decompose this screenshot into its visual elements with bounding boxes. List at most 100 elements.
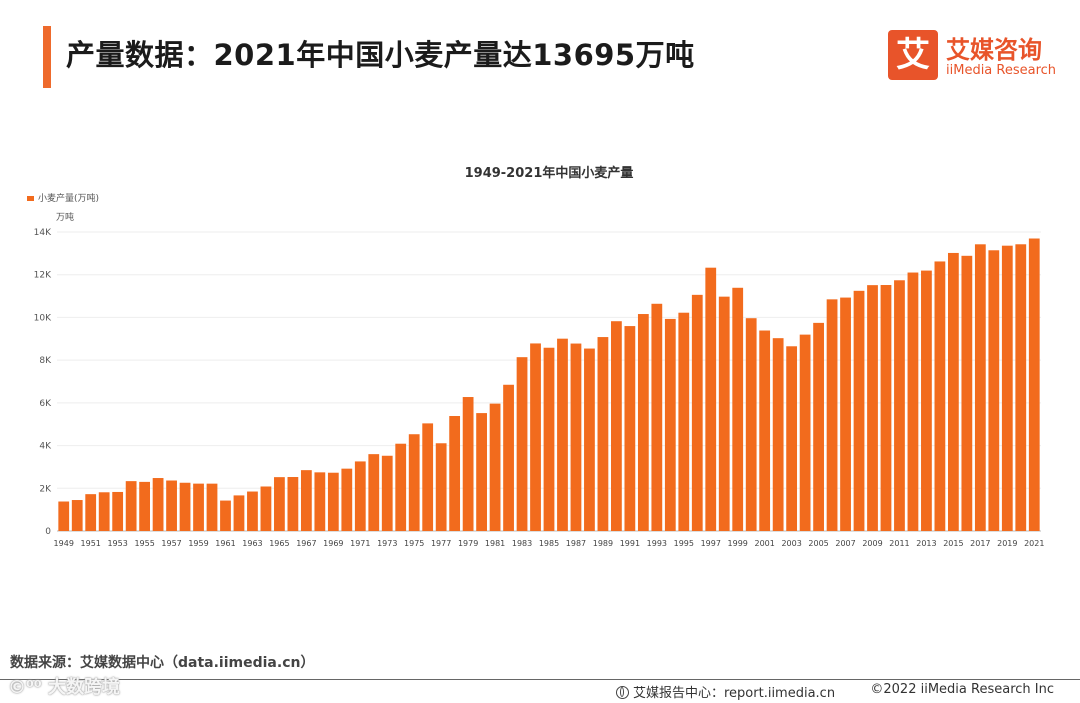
x-tick-label: 1993: [647, 539, 667, 548]
bar-1977: [435, 443, 447, 531]
bar-series: [58, 238, 1040, 532]
bar-2011: [894, 280, 905, 531]
bar-1973: [381, 455, 393, 531]
y-tick-label: 8K: [39, 356, 52, 366]
bar-1966: [287, 477, 299, 531]
bar-1954: [125, 481, 137, 531]
bar-1971: [354, 461, 366, 531]
bar-2013: [921, 270, 932, 531]
y-tick-label: 6K: [39, 399, 52, 409]
logo-mark-icon: 艾: [888, 30, 938, 80]
x-tick-label: 1995: [674, 539, 694, 548]
bar-2021: [1028, 238, 1040, 531]
bar-2018: [988, 250, 1000, 531]
bar-1965: [274, 477, 285, 531]
bar-1993: [651, 303, 663, 531]
x-tick-label: 1961: [215, 539, 235, 548]
x-tick-label: 1985: [539, 539, 559, 548]
report-center-text: 艾媒报告中心：report.iimedia.cn: [633, 686, 836, 701]
x-tick-label: 2001: [754, 539, 774, 548]
x-tick-label: 1955: [134, 539, 154, 548]
bar-2017: [974, 244, 986, 532]
bar-2015: [947, 252, 959, 531]
globe-icon: [616, 686, 629, 699]
x-tick-label: 1971: [350, 539, 370, 548]
bar-1990: [611, 321, 622, 531]
x-tick-label: 1951: [81, 539, 101, 548]
x-tick-label: 1967: [296, 539, 316, 548]
bar-1975: [408, 434, 420, 531]
x-tick-label: 2013: [916, 539, 936, 548]
x-tick-label: 2015: [943, 539, 963, 548]
y-tick-label: 4K: [39, 442, 52, 452]
bar-1986: [557, 338, 568, 531]
bar-1985: [543, 347, 555, 531]
bar-1988: [584, 348, 595, 531]
bar-2004: [799, 334, 811, 531]
x-tick-label: 1959: [188, 539, 208, 548]
x-tick-label: 1989: [593, 539, 613, 548]
x-tick-label: 1977: [431, 539, 451, 548]
bar-2014: [934, 261, 946, 531]
copyright: ©2022 iiMedia Research Inc: [870, 682, 1054, 697]
bar-1996: [691, 294, 703, 531]
bar-2009: [867, 285, 878, 531]
wheat-production-chart: 1949-2021年中国小麦产量 小麦产量(万吨) 万吨 0 2K 4K 6K 8K 10…: [27, 165, 1045, 548]
x-tick-label: 1999: [728, 539, 748, 548]
y-tick-label: 0: [45, 527, 51, 537]
x-tick-label: 1963: [242, 539, 262, 548]
bar-2000: [745, 318, 757, 531]
x-tick-label: 2005: [808, 539, 828, 548]
x-tick-label: 1957: [161, 539, 181, 548]
bar-1970: [341, 468, 353, 531]
bar-1976: [422, 423, 434, 531]
y-tick-label: 2K: [39, 484, 52, 494]
y-tick-label: 12K: [34, 271, 52, 281]
x-tick-label: 1969: [323, 539, 343, 548]
bar-1998: [718, 296, 730, 531]
bar-1960: [206, 483, 218, 531]
bar-1999: [732, 287, 744, 531]
bar-1980: [476, 413, 487, 531]
x-tick-label: 1997: [701, 539, 721, 548]
x-tick-label: 2003: [781, 539, 801, 548]
bar-2006: [826, 299, 838, 531]
bar-2007: [840, 297, 851, 531]
bar-1949: [58, 501, 70, 531]
x-tick-label: 1981: [485, 539, 505, 548]
bar-1992: [637, 314, 649, 531]
bar-1952: [98, 492, 110, 531]
bar-2005: [813, 322, 824, 531]
report-center[interactable]: 艾媒报告中心：report.iimedia.cn: [616, 682, 835, 701]
bar-1964: [260, 486, 272, 531]
bar-1997: [705, 267, 717, 531]
x-tick-label: 2009: [862, 539, 882, 548]
footer-divider: [0, 679, 1080, 680]
bar-1958: [179, 482, 191, 531]
x-tick-label: 1965: [269, 539, 289, 548]
bar-1987: [570, 343, 582, 531]
x-tick-label: 2011: [889, 539, 909, 548]
bar-1957: [166, 480, 177, 531]
bar-2002: [772, 338, 784, 531]
chart-title: 1949-2021年中国小麦产量: [465, 165, 634, 181]
x-axis-ticks: 1949 1951 1953 1955 1957 1959 1961 1963 1965 1967…: [54, 539, 1045, 548]
logo-name-cn: 艾媒咨询: [946, 36, 1042, 64]
x-tick-label: 2021: [1024, 539, 1044, 548]
bar-1972: [368, 454, 380, 531]
bar-1969: [327, 472, 339, 531]
bar-2020: [1015, 244, 1027, 531]
logo-name-en: iiMedia Research: [946, 63, 1057, 78]
bar-1956: [152, 478, 164, 531]
bar-1951: [85, 494, 97, 531]
watermark: ©⁰⁰ 大数跨境: [8, 677, 121, 698]
y-axis-unit: 万吨: [56, 211, 74, 223]
x-tick-label: 2017: [970, 539, 990, 548]
bar-1962: [233, 495, 245, 531]
legend-swatch: [27, 196, 34, 201]
x-tick-label: 1991: [620, 539, 640, 548]
bar-1968: [314, 472, 326, 531]
bar-1967: [300, 470, 312, 531]
bar-1950: [71, 500, 83, 531]
bar-1981: [489, 403, 501, 531]
